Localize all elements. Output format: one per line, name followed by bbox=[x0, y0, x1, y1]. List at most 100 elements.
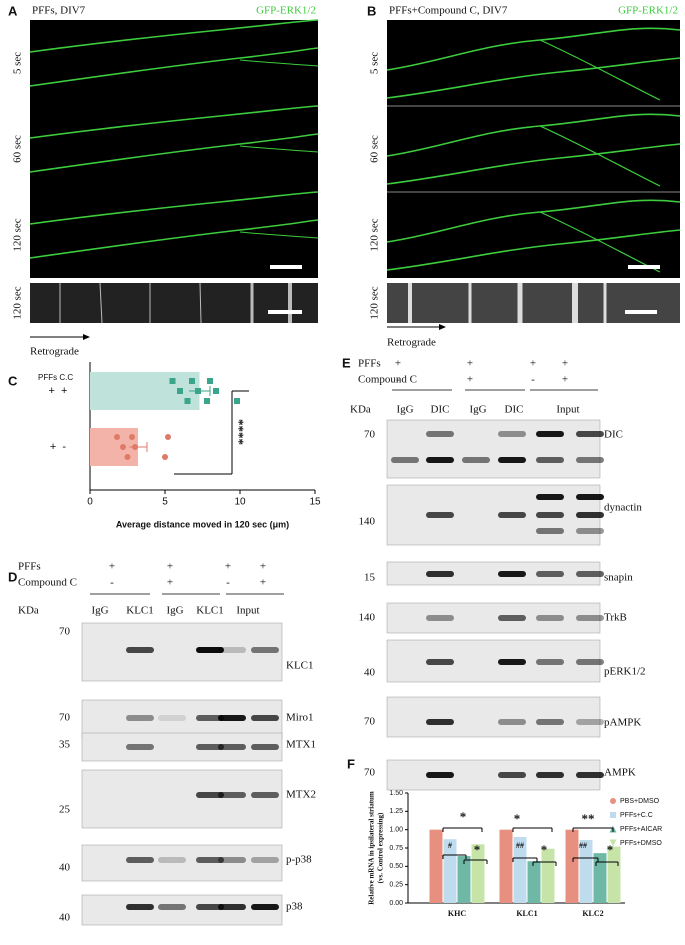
band bbox=[218, 904, 246, 910]
y-tick-label: 1.50 bbox=[389, 790, 403, 797]
bar bbox=[499, 829, 513, 903]
data-point bbox=[165, 434, 171, 440]
band bbox=[498, 571, 526, 577]
lane-label: IgG bbox=[166, 605, 183, 617]
blot-label: dynactin bbox=[604, 502, 642, 514]
kda-label: 70 bbox=[59, 626, 71, 638]
band bbox=[576, 512, 604, 518]
bar bbox=[513, 837, 527, 903]
condition-value: + bbox=[562, 358, 568, 370]
marker-label: GFP-ERK1/2 bbox=[618, 5, 678, 17]
legend-marker bbox=[609, 839, 617, 847]
condition-value: + bbox=[260, 561, 266, 573]
condition-value: - bbox=[226, 577, 230, 589]
band bbox=[576, 719, 604, 725]
band bbox=[426, 772, 454, 778]
kda-label: 70 bbox=[364, 767, 376, 779]
time-label: 5 sec bbox=[369, 52, 381, 74]
time-label: 120 sec bbox=[369, 218, 381, 251]
blot bbox=[81, 844, 283, 882]
band bbox=[251, 744, 279, 750]
band bbox=[576, 571, 604, 577]
lane-label: DIC bbox=[431, 404, 450, 416]
blot-label: Miro1 bbox=[286, 712, 314, 724]
band bbox=[126, 647, 154, 653]
panel-label: A bbox=[8, 3, 18, 18]
band bbox=[536, 457, 564, 463]
band bbox=[576, 659, 604, 665]
band bbox=[196, 647, 224, 653]
arrow-head bbox=[83, 334, 90, 340]
data-point bbox=[177, 388, 183, 394]
band bbox=[196, 792, 224, 798]
legend-label: PFFs+C.C bbox=[620, 812, 653, 819]
condition-value: - bbox=[110, 577, 114, 589]
y-tick-label: 1.00 bbox=[389, 827, 403, 834]
scale-bar bbox=[270, 265, 302, 269]
bar bbox=[565, 829, 579, 903]
data-point bbox=[184, 398, 191, 404]
band bbox=[126, 744, 154, 750]
blot bbox=[81, 622, 283, 682]
bar bbox=[579, 839, 593, 903]
lane-label: DIC bbox=[505, 404, 524, 416]
category-label: + - bbox=[50, 441, 67, 453]
kymograph-streaks bbox=[408, 283, 607, 323]
legend-label: PBS+DMSO bbox=[620, 798, 660, 805]
data-point bbox=[189, 378, 195, 384]
blot bbox=[81, 732, 283, 762]
bar bbox=[593, 853, 607, 903]
band bbox=[426, 719, 454, 725]
lane-label: KLC1 bbox=[126, 605, 154, 617]
direction-label: Retrograde bbox=[30, 346, 79, 358]
legend-label: PFFs+AICAR bbox=[620, 826, 662, 833]
band bbox=[158, 715, 186, 721]
condition-value: - bbox=[531, 374, 535, 386]
band bbox=[462, 457, 490, 463]
blot bbox=[386, 696, 601, 738]
data-point bbox=[114, 434, 120, 440]
band bbox=[251, 647, 279, 653]
band bbox=[576, 457, 604, 463]
kda-label: 40 bbox=[364, 667, 376, 679]
band bbox=[251, 904, 279, 910]
scale-bar bbox=[628, 265, 660, 269]
kda-label: 140 bbox=[359, 612, 376, 624]
band bbox=[576, 615, 604, 621]
blot bbox=[81, 769, 283, 829]
kda-label: 70 bbox=[364, 716, 376, 728]
kda-label: 25 bbox=[59, 804, 71, 816]
lane-label: Input bbox=[236, 605, 259, 617]
band bbox=[426, 457, 454, 463]
band bbox=[536, 571, 564, 577]
time-label: 60 sec bbox=[369, 135, 381, 163]
x-tick-label: KLC2 bbox=[582, 909, 603, 918]
band bbox=[218, 857, 246, 863]
scale-bar bbox=[625, 310, 657, 314]
kymograph bbox=[387, 283, 680, 323]
condition-value: + bbox=[467, 374, 473, 386]
band bbox=[126, 904, 154, 910]
panel-title: PFFs+Compound C, DIV7 bbox=[389, 5, 508, 17]
bar bbox=[429, 829, 443, 903]
band bbox=[576, 528, 604, 534]
condition-value: + bbox=[530, 358, 536, 370]
y-tick-label: 0.50 bbox=[389, 863, 403, 870]
data-point bbox=[162, 454, 168, 460]
band bbox=[426, 571, 454, 577]
condition-value: + bbox=[167, 577, 173, 589]
bar bbox=[607, 846, 621, 903]
direction-label: Retrograde bbox=[387, 337, 436, 349]
arrow-head bbox=[439, 324, 446, 330]
band bbox=[426, 615, 454, 621]
condition-name: PFFs bbox=[18, 561, 41, 573]
significance: * bbox=[514, 811, 521, 826]
panel-label: F bbox=[347, 756, 355, 771]
band bbox=[536, 772, 564, 778]
band bbox=[218, 792, 246, 798]
category-label: + + bbox=[49, 385, 68, 397]
kda-label: 15 bbox=[364, 572, 376, 584]
band bbox=[218, 647, 246, 653]
kda-label: 40 bbox=[59, 912, 71, 924]
band bbox=[498, 615, 526, 621]
